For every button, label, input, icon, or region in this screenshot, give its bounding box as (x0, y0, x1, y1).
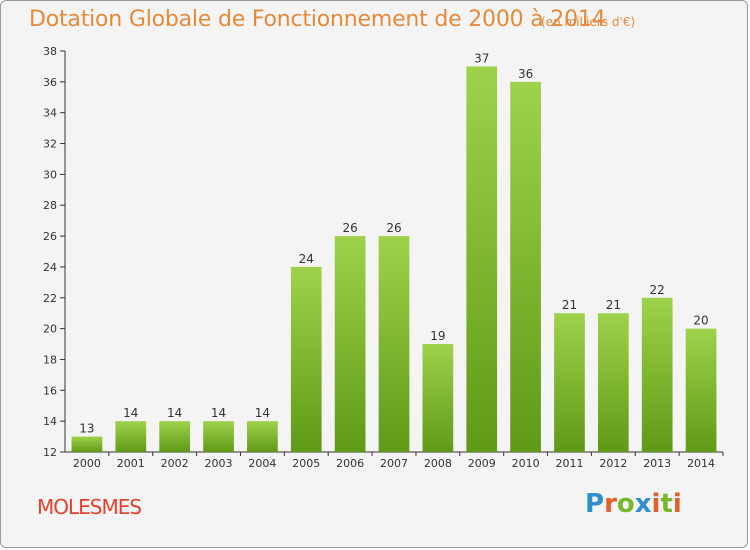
bar-2002 (159, 421, 191, 452)
data-label-2007: 26 (386, 221, 401, 235)
x-tick-label-2012: 2012 (599, 457, 627, 470)
x-tick-label-2000: 2000 (73, 457, 101, 470)
data-label-2014: 20 (693, 314, 708, 328)
data-label-2002: 14 (167, 406, 182, 420)
y-tick-label: 32 (43, 138, 57, 151)
y-tick-label: 16 (43, 384, 57, 397)
x-tick-label-2013: 2013 (643, 457, 671, 470)
data-label-2006: 26 (342, 221, 357, 235)
x-tick-label-2010: 2010 (512, 457, 540, 470)
y-tick-label: 38 (43, 45, 57, 58)
bar-2006 (334, 236, 366, 452)
x-tick-label-2008: 2008 (424, 457, 452, 470)
x-tick-label-2011: 2011 (555, 457, 583, 470)
chart-title: Dotation Globale de Fonctionnement de 20… (29, 7, 606, 32)
chart-data-labels: 13 14 14 14 14 24 26 26 19 37 36 21 21 22 20 (79, 51, 708, 435)
x-tick-label-2009: 2009 (468, 457, 496, 470)
data-label-2008: 19 (430, 329, 445, 343)
data-label-2003: 14 (211, 406, 226, 420)
proxiti-logo: Proxiti (585, 489, 682, 519)
y-tick-label: 26 (43, 230, 57, 243)
chart-axes: 12 14 16 18 20 22 24 26 28 30 32 34 36 38 2000 2001 2002… (43, 45, 724, 470)
y-tick-label: 24 (43, 261, 57, 274)
y-tick-label: 20 (43, 323, 57, 336)
data-label-2000: 13 (79, 422, 94, 436)
bar-2012 (597, 313, 629, 452)
x-tick-label-2006: 2006 (336, 457, 364, 470)
data-label-2001: 14 (123, 406, 138, 420)
bar-2010 (510, 81, 541, 452)
x-tick-label-2002: 2002 (161, 457, 189, 470)
data-label-2013: 22 (650, 283, 665, 297)
x-tick-label-2005: 2005 (292, 457, 320, 470)
data-label-2011: 21 (562, 298, 577, 312)
y-tick-label: 18 (43, 353, 57, 366)
y-tick-label: 14 (43, 415, 57, 428)
x-tick-label-2007: 2007 (380, 457, 408, 470)
bar-2013 (641, 297, 673, 452)
y-tick-label: 28 (43, 199, 57, 212)
y-tick-label: 34 (43, 107, 57, 120)
x-tick-label-2014: 2014 (687, 457, 715, 470)
data-label-2010: 36 (518, 67, 533, 81)
x-tick-label-2003: 2003 (205, 457, 233, 470)
commune-name: MOLESMES (37, 495, 142, 519)
y-tick-label: 30 (43, 168, 57, 181)
bar-2003 (203, 421, 234, 452)
bar-2000 (71, 436, 103, 452)
y-tick-label: 36 (43, 76, 57, 89)
chart-subtitle: (en milliers d'€) (541, 15, 636, 29)
chart-bars (71, 66, 717, 452)
bar-2007 (378, 236, 410, 452)
data-label-2005: 24 (299, 252, 314, 266)
y-tick-label: 22 (43, 292, 57, 305)
bar-2005 (290, 266, 322, 452)
data-label-2004: 14 (255, 406, 270, 420)
y-tick-label: 12 (43, 446, 57, 459)
data-label-2009: 37 (474, 51, 489, 65)
bar-2008 (422, 344, 454, 452)
bar-2001 (115, 421, 147, 452)
data-label-2012: 21 (606, 298, 621, 312)
bar-2011 (554, 313, 585, 452)
x-tick-label-2001: 2001 (117, 457, 145, 470)
bar-2009 (466, 66, 498, 452)
bar-2014 (685, 328, 717, 452)
bar-2004 (247, 421, 278, 452)
x-tick-label-2004: 2004 (248, 457, 276, 470)
